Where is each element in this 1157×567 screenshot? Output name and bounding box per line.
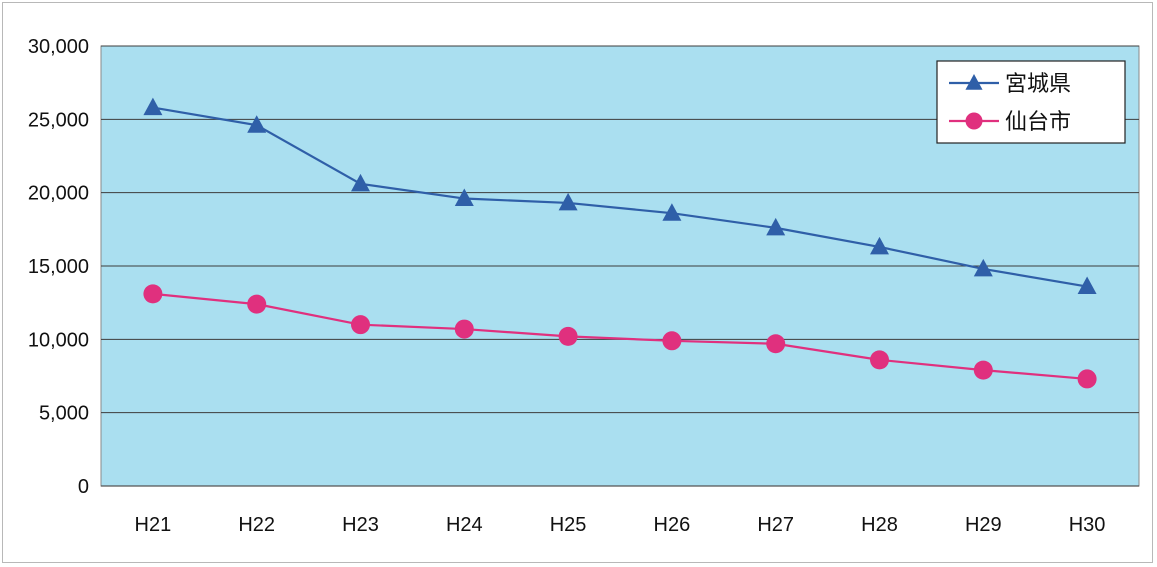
data-point: [766, 217, 786, 236]
data-point: [558, 192, 578, 211]
data-point: [351, 315, 370, 335]
data-point: [662, 203, 682, 221]
y-tick-label: 0: [78, 476, 89, 498]
data-point: [662, 331, 682, 351]
x-tick-label: H22: [238, 514, 275, 536]
x-tick-label: H23: [342, 514, 379, 536]
x-axis-ticks: H21 H22 H23 H24 H25 H26 H27 H28 H29 H30: [135, 514, 1106, 536]
series-group: [143, 97, 1097, 389]
gridlines: [101, 45, 1139, 487]
y-tick-label: 10,000: [28, 329, 89, 351]
series-line: [152, 106, 1088, 288]
y-tick-label: 25,000: [28, 109, 89, 131]
legend-item: 宮城県: [949, 72, 1071, 97]
y-tick-label: 5,000: [39, 403, 89, 425]
line-chart: 0 5,000 10,000 15,000 20,000 25,000 30,000 H21…: [28, 36, 1140, 536]
y-tick-label: 30,000: [28, 36, 89, 58]
data-point: [143, 97, 163, 116]
x-tick-label: H30: [1069, 514, 1106, 536]
legend-label: 宮城県: [1005, 72, 1071, 97]
x-tick-label: H24: [446, 514, 483, 536]
data-point: [870, 350, 889, 370]
data-point: [870, 236, 889, 255]
y-tick-label: 15,000: [28, 256, 89, 278]
data-point: [1077, 369, 1097, 389]
x-tick-label: H28: [861, 514, 898, 536]
legend-marker: [965, 74, 983, 90]
x-tick-label: H25: [550, 514, 587, 536]
data-point: [247, 115, 267, 133]
x-tick-label: H21: [135, 514, 172, 536]
y-axis-ticks: 0 5,000 10,000 15,000 20,000 25,000 30,000: [28, 36, 89, 498]
data-point: [766, 334, 786, 354]
series-2: [143, 284, 1097, 389]
series-1: [143, 97, 1097, 295]
data-point: [143, 284, 163, 304]
x-tick-label: H26: [654, 514, 691, 536]
data-point: [558, 326, 578, 346]
data-point: [454, 188, 474, 207]
data-point: [247, 294, 267, 314]
series-line: [152, 292, 1088, 381]
data-point: [1077, 276, 1097, 295]
data-point: [973, 360, 993, 380]
legend-label: 仙台市: [1005, 110, 1071, 135]
data-point: [973, 258, 993, 277]
legend-item: 仙台市: [949, 110, 1071, 135]
x-tick-label: H27: [757, 514, 794, 536]
x-tick-label: H29: [965, 514, 1002, 536]
legend-box: [936, 60, 1126, 144]
data-point: [454, 319, 474, 339]
data-point: [351, 173, 370, 192]
y-tick-label: 20,000: [28, 183, 89, 205]
legend-marker: [965, 112, 983, 130]
